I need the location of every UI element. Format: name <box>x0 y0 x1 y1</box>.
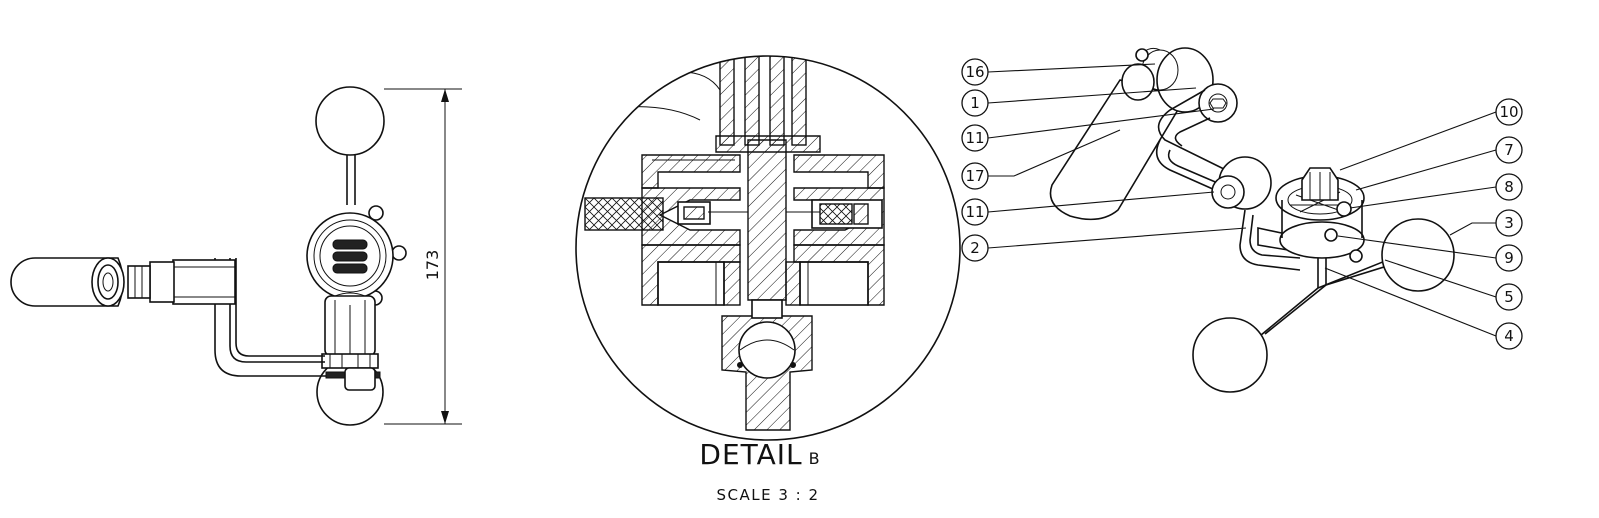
front-view: 173 <box>10 86 462 426</box>
detail-boundary <box>575 55 961 441</box>
detail-title: DETAIL B <box>699 438 820 471</box>
balloon-2: 2 <box>961 234 989 262</box>
balloon-label: 4 <box>1504 327 1514 345</box>
balloon-label: 10 <box>1499 103 1518 121</box>
balloon-1: 1 <box>961 89 989 117</box>
balloon-17: 17 <box>961 162 989 190</box>
balloon-7: 7 <box>1495 136 1523 164</box>
detail-b-view: DETAIL B SCALE 3 : 2 <box>575 55 961 504</box>
balloon-label: 11 <box>965 203 984 221</box>
upper-sphere <box>315 86 385 156</box>
detail-scale: SCALE 3 : 2 <box>716 486 819 504</box>
balloon-16: 16 <box>961 58 989 86</box>
balloons: 16 1 11 17 11 2 10 7 8 3 9 5 4 <box>961 58 1523 350</box>
balloon-11b: 11 <box>961 198 989 226</box>
balloon-5: 5 <box>1495 283 1523 311</box>
balloon-4: 4 <box>1495 322 1523 350</box>
balloon-label: 1 <box>970 94 980 112</box>
balloon-9: 9 <box>1495 244 1523 272</box>
dimension-173: 173 <box>423 250 442 281</box>
balloon-11a: 11 <box>961 124 989 152</box>
balloon-label: 5 <box>1504 288 1514 306</box>
balloon-label: 11 <box>965 129 984 147</box>
balloon-label: 8 <box>1504 178 1514 196</box>
isometric-view <box>1049 47 1455 393</box>
balloon-label: 3 <box>1504 214 1514 232</box>
balloon-label: 17 <box>965 167 984 185</box>
balloon-label: 16 <box>965 63 984 81</box>
balloon-10: 10 <box>1495 98 1523 126</box>
balloon-label: 9 <box>1504 249 1514 267</box>
right-sphere <box>1381 218 1455 292</box>
balloon-3: 3 <box>1495 209 1523 237</box>
balloon-label: 2 <box>970 239 980 257</box>
balloon-label: 7 <box>1504 141 1514 159</box>
balloon-8: 8 <box>1495 173 1523 201</box>
bottom-sphere <box>1192 317 1268 393</box>
camera-cylinder <box>1049 79 1187 221</box>
